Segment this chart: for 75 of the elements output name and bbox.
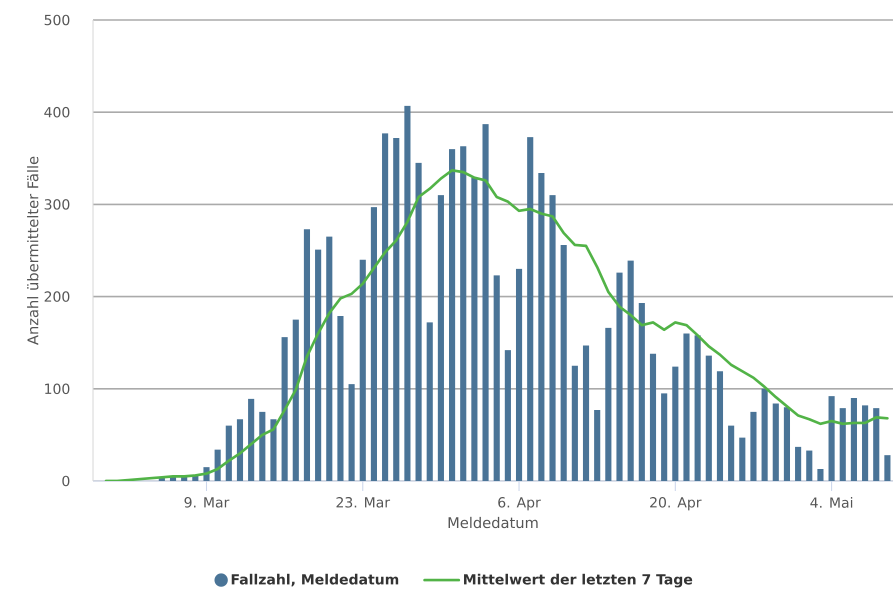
bar — [706, 356, 712, 481]
bar — [716, 371, 724, 481]
bar — [594, 410, 600, 481]
bar — [817, 469, 824, 481]
bar — [494, 275, 500, 481]
bar — [884, 455, 890, 481]
bar — [404, 106, 410, 481]
bar — [806, 450, 812, 481]
bar — [795, 446, 802, 481]
bar — [360, 260, 366, 481]
bar — [504, 350, 511, 481]
bar — [694, 335, 701, 481]
x-tick-label: 20. Apr — [650, 497, 702, 510]
bar — [482, 124, 489, 481]
bar — [449, 149, 456, 481]
bar — [348, 384, 355, 481]
bar — [672, 366, 678, 481]
x-axis-title: Meldedatum — [448, 516, 538, 528]
bar — [661, 393, 668, 481]
bar — [862, 405, 868, 481]
legend-label: Fallzahl, Meldedatum — [232, 574, 398, 586]
bar — [616, 272, 623, 481]
bar — [750, 412, 757, 481]
y-tick-label: 400 — [44, 106, 70, 118]
bar — [828, 396, 835, 481]
bar — [460, 146, 466, 481]
bar — [582, 345, 590, 481]
bar — [638, 303, 645, 481]
bar — [873, 408, 880, 481]
y-axis-title: Anzahl übermittelter Fälle — [27, 156, 38, 345]
bar — [784, 407, 790, 481]
bar — [538, 173, 544, 481]
x-tick-label: 23. Mar — [336, 497, 390, 508]
bar — [282, 337, 288, 481]
bar — [393, 138, 400, 481]
bar — [337, 316, 344, 481]
bar — [304, 229, 310, 481]
bar — [772, 404, 779, 481]
bar — [270, 419, 277, 481]
bar — [628, 260, 634, 481]
bar — [762, 388, 768, 481]
bar — [605, 328, 612, 481]
bar — [572, 366, 578, 481]
y-tick-label: 200 — [44, 291, 70, 302]
bar — [315, 250, 322, 481]
legend-label: Mittelwert der letzten 7 Tage — [464, 574, 692, 588]
bar — [683, 333, 690, 481]
bar — [527, 137, 534, 481]
bar — [549, 195, 556, 481]
y-tick-label: 300 — [44, 199, 70, 210]
bar — [226, 426, 232, 481]
x-tick-label: 9. Mar — [184, 497, 230, 508]
bar — [292, 320, 299, 481]
bar — [416, 162, 422, 481]
bar — [382, 133, 388, 481]
bar — [728, 426, 734, 481]
y-tick-label: 0 — [62, 476, 70, 486]
bar — [471, 178, 478, 481]
bar — [248, 398, 254, 481]
bar — [560, 244, 567, 481]
y-tick-label: 500 — [44, 14, 70, 26]
x-tick-label: 6. Apr — [498, 497, 541, 510]
bar — [370, 207, 377, 481]
bar — [850, 398, 857, 481]
x-tick-label: 4. Mai — [810, 497, 852, 508]
bar — [426, 322, 433, 481]
bar — [516, 268, 522, 481]
bar — [326, 236, 332, 481]
bar — [840, 408, 846, 481]
bar — [650, 354, 656, 481]
bar — [739, 438, 746, 481]
bar — [236, 419, 244, 481]
y-tick-label: 100 — [45, 383, 70, 394]
bar — [438, 195, 444, 481]
bar — [259, 412, 266, 481]
